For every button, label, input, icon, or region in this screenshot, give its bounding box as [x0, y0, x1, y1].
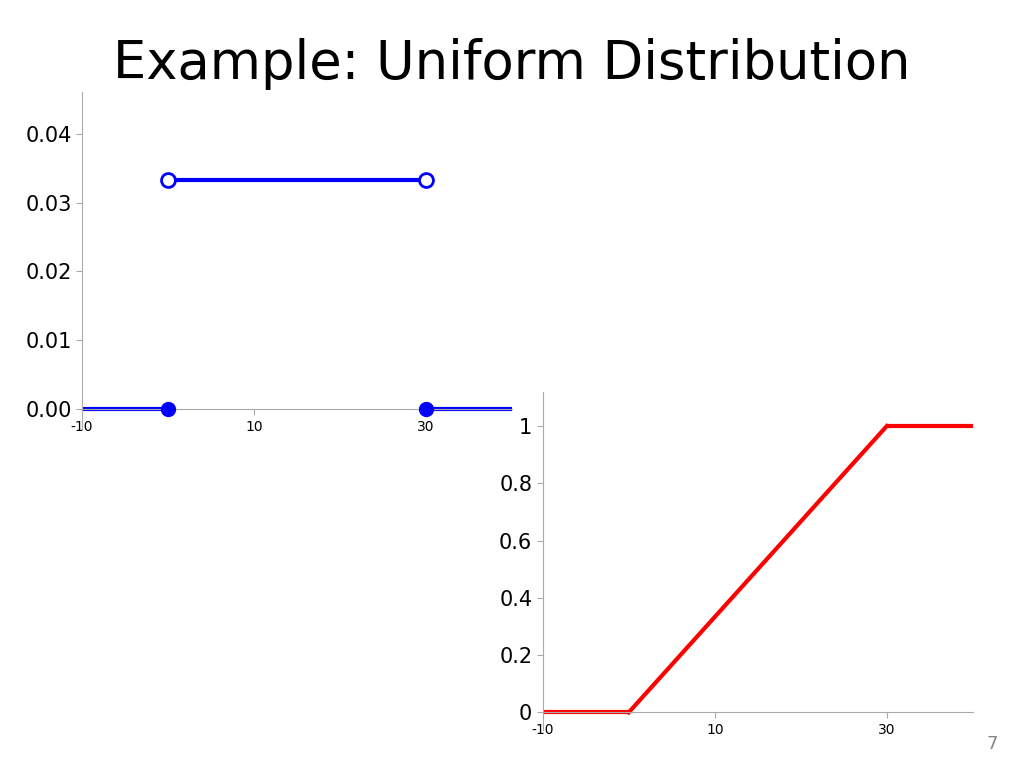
Text: 7: 7	[987, 735, 998, 753]
Text: Example: Uniform Distribution: Example: Uniform Distribution	[114, 38, 910, 91]
